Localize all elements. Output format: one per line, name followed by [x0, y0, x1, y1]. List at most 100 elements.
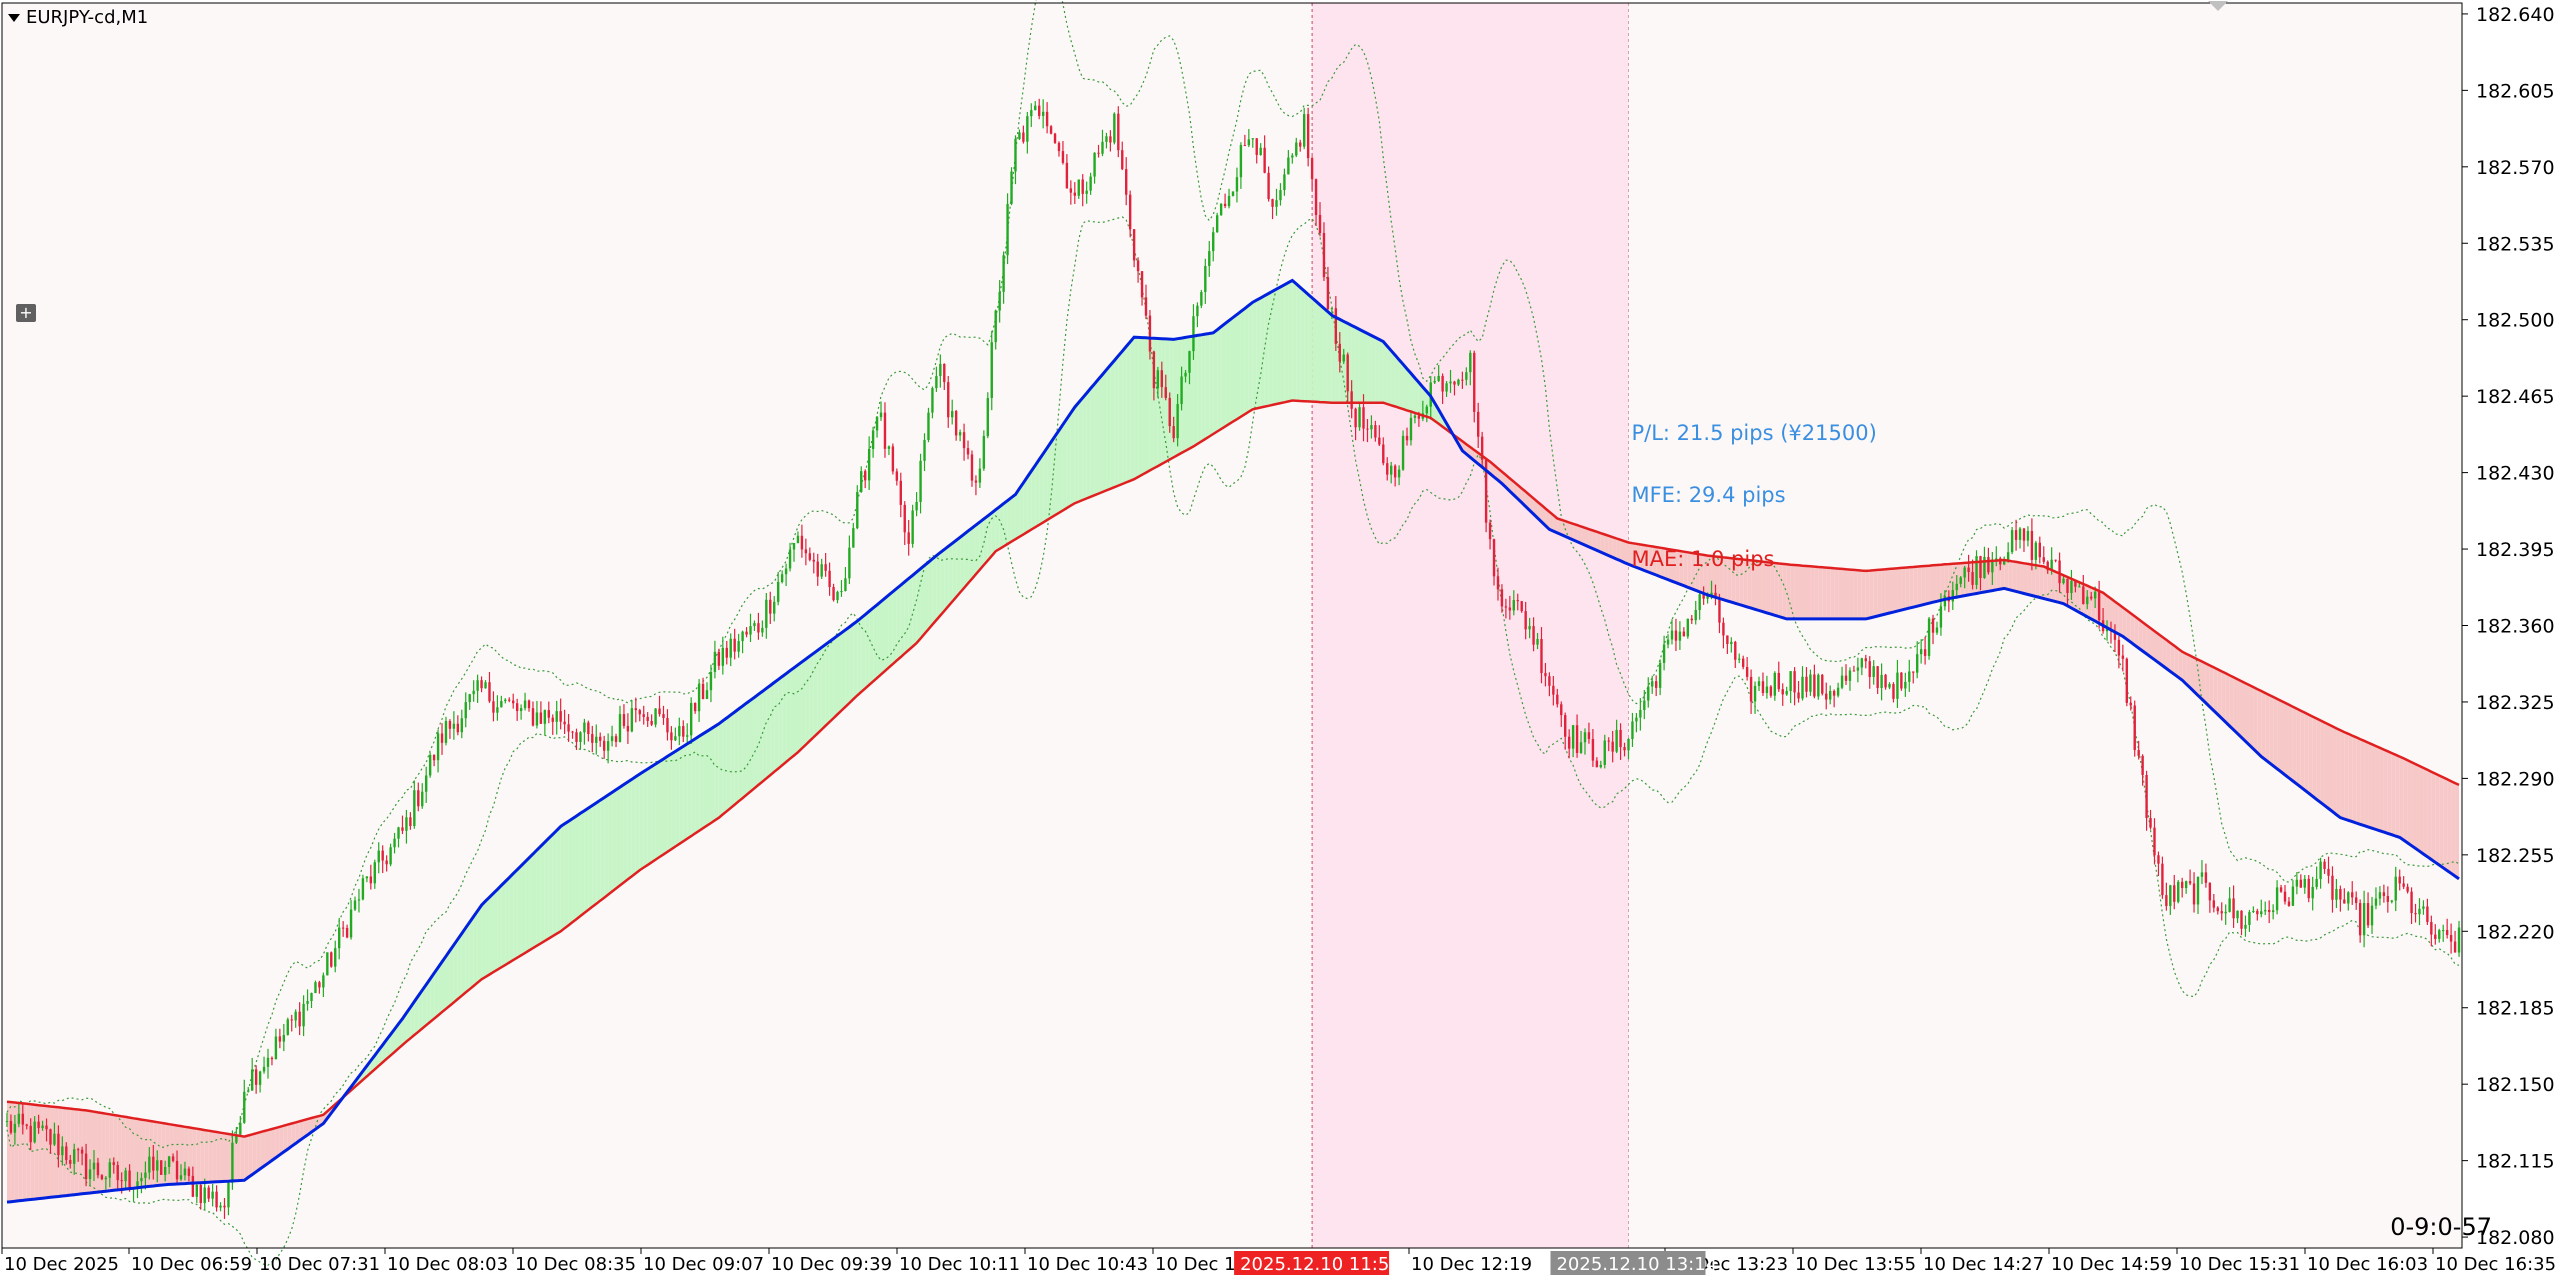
candle-body	[2410, 891, 2413, 914]
candle-body	[860, 471, 863, 492]
expand-panel-button[interactable]: +	[16, 304, 36, 322]
candle-body	[401, 827, 404, 831]
ma-cloud-segment	[1770, 562, 1775, 616]
ma-cloud-segment	[2387, 751, 2392, 835]
candle-body	[2311, 886, 2314, 899]
ma-cloud-segment	[2107, 595, 2111, 630]
ma-cloud-segment	[576, 813, 581, 920]
candle-body	[1813, 674, 1816, 697]
ma-cloud-segment	[410, 1001, 415, 1039]
ma-cloud-segment	[703, 731, 707, 829]
ma-cloud-segment	[1588, 529, 1593, 549]
candle-body	[879, 412, 883, 418]
candle-body	[417, 790, 420, 807]
candle-body	[903, 504, 906, 533]
chart-shift-marker-icon[interactable]	[2208, 1, 2228, 11]
candle-body	[1805, 676, 1808, 692]
candle-body	[828, 570, 831, 588]
ma-cloud-segment	[1039, 453, 1044, 525]
candle-body	[231, 1142, 234, 1183]
ma-cloud-segment	[469, 916, 474, 990]
ma-cloud-segment	[2383, 749, 2388, 834]
ma-cloud-segment	[975, 521, 980, 575]
ma-cloud-segment	[1873, 569, 1878, 617]
ma-cloud-segment	[1881, 569, 1886, 616]
candle-body	[2078, 586, 2081, 588]
candle-body	[2121, 655, 2125, 659]
candle-body	[2299, 879, 2303, 888]
candle-body	[1085, 190, 1088, 194]
candle-body	[1279, 190, 1282, 201]
ma-cloud-segment	[493, 889, 498, 973]
candle-body	[235, 1134, 238, 1143]
candle-body	[116, 1165, 119, 1181]
ma-cloud-segment	[631, 776, 636, 877]
candle-body	[2275, 887, 2279, 911]
candle-body	[1848, 670, 1852, 681]
ma-cloud-segment	[2162, 636, 2167, 669]
ma-cloud-segment	[525, 857, 530, 953]
ma-cloud-segment	[916, 568, 921, 643]
ma-cloud-segment	[418, 990, 423, 1032]
candle-body	[65, 1146, 68, 1161]
candle-body	[947, 382, 950, 418]
candle-body	[816, 561, 819, 577]
ma-cloud-segment	[2170, 642, 2175, 675]
ma-cloud-segment	[295, 1121, 300, 1144]
bar-countdown-timer: 0-9:0-57	[2390, 1213, 2492, 1241]
ma-cloud-segment	[1383, 341, 1388, 404]
candle-body	[591, 734, 594, 743]
ma-cloud-segment	[1695, 553, 1700, 592]
y-tick-label: 182.465	[2476, 386, 2555, 408]
candle-body	[1283, 174, 1286, 191]
ma-cloud-segment	[1766, 562, 1771, 615]
ma-cloud-segment	[809, 653, 814, 741]
candle-body	[1564, 715, 1567, 737]
ma-cloud-segment	[892, 588, 897, 664]
candle-body	[753, 623, 756, 627]
dropdown-arrow-icon[interactable]	[8, 13, 20, 22]
candle-body	[796, 535, 800, 543]
ma-cloud-segment	[1181, 337, 1186, 453]
ma-cloud-segment	[1058, 424, 1063, 513]
ma-cloud-segment	[1070, 407, 1075, 506]
ma-cloud-segment	[244, 1135, 249, 1181]
ma-cloud-segment	[801, 658, 806, 749]
ma-cloud-segment	[2375, 746, 2380, 831]
exit-time-tag-bg	[1550, 1251, 1706, 1275]
candle-body	[365, 876, 369, 879]
ma-cloud-segment	[1620, 539, 1625, 563]
candle-body	[1654, 681, 1658, 688]
ma-cloud-segment	[2150, 628, 2155, 660]
candle-body	[215, 1191, 218, 1208]
candle-body	[488, 682, 491, 702]
candle-body	[144, 1172, 147, 1178]
ma-cloud-segment	[264, 1130, 269, 1167]
candle-body	[41, 1125, 44, 1129]
chart-symbol-title[interactable]: EURJPY-cd,M1	[8, 7, 148, 28]
candle-body	[931, 388, 934, 413]
candle-body	[749, 626, 752, 635]
ma-cloud-segment	[1066, 412, 1071, 508]
candle-body	[262, 1066, 266, 1072]
ma-cloud-segment	[1134, 337, 1139, 480]
ma-cloud-segment	[1260, 295, 1265, 408]
ma-cloud-segment	[1213, 329, 1218, 435]
candle-body	[2177, 881, 2180, 902]
ma-cloud-segment	[1909, 566, 1914, 609]
ma-cloud-segment	[2273, 696, 2278, 769]
ma-cloud-segment	[1913, 566, 1918, 608]
candle-body	[515, 703, 519, 712]
candle-body	[80, 1149, 84, 1154]
candle-body	[195, 1184, 199, 1197]
ma-cloud-segment	[1312, 297, 1317, 402]
candle-body	[776, 582, 780, 602]
candle-body	[1484, 459, 1488, 523]
candle-body	[2097, 591, 2101, 621]
ma-cloud-segment	[2257, 689, 2262, 757]
candle-body	[1528, 626, 1531, 630]
ma-cloud-segment	[2419, 766, 2424, 854]
ma-cloud-segment	[1047, 442, 1052, 521]
